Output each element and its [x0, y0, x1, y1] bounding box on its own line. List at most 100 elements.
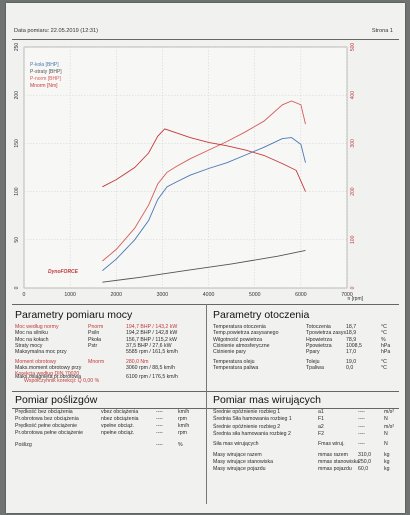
slip-label: Prędkość bez obciążenia: [15, 409, 73, 415]
ambient-symbol: Ppary: [306, 349, 320, 356]
x-tick-label: 6000: [295, 292, 307, 298]
correction-note: Korekcja według DIN 70020: [15, 371, 80, 377]
mass-value: 250,0: [358, 458, 371, 465]
param-value: 280,0 Nm: [126, 358, 149, 365]
y-left-tick-label: 100: [14, 187, 20, 196]
y-right-tick-label: 400: [350, 91, 356, 100]
mass-value: ----: [358, 409, 365, 415]
slip-value: ----: [156, 416, 163, 422]
slip-label: Poślizg: [15, 442, 32, 448]
y-right-tick-label: 0: [350, 286, 356, 289]
x-tick-label: 3000: [157, 292, 169, 298]
mass-unit: kg: [384, 458, 390, 465]
section-divider-1: [12, 304, 399, 305]
chart-plot-area: [23, 46, 348, 289]
ambient-value: 78,9: [346, 336, 357, 343]
y-left-tick-label: 200: [14, 91, 20, 100]
param-label: Moc według normy: [15, 324, 59, 330]
ambient-title: Parametry otoczenia: [213, 309, 310, 321]
param-symbol: Pkoła: [88, 336, 101, 343]
mass-value: ----: [358, 430, 365, 437]
y-right-tick-label: 500: [350, 43, 356, 52]
slip-unit: %: [178, 442, 183, 448]
mass-value: 60,0: [358, 466, 369, 473]
param-label: Maksymalna moc przy: [15, 349, 67, 356]
mass-title: Pomiar mas wirujących: [213, 394, 321, 406]
y-right-tick-label: 300: [350, 139, 356, 148]
slip-value: ----: [156, 409, 163, 415]
ambient-value: 18,9: [346, 330, 357, 337]
ambient-unit: °C: [381, 358, 387, 365]
y-left-tick-label: 150: [14, 139, 20, 148]
legend-entry: P-straty [BHP]: [30, 69, 62, 75]
mass-label: Masy wirujące stanowiska: [213, 458, 273, 465]
param-symbol: Psiln: [88, 330, 100, 337]
ambient-unit: °C: [381, 330, 387, 337]
series-line-3: [102, 100, 306, 262]
chart-grid: [23, 46, 348, 289]
slip-symbol: vpełne obciąż.: [101, 423, 135, 429]
x-tick-label: 1000: [64, 292, 76, 298]
series-line-2: [102, 249, 306, 283]
section-divider-3: [12, 408, 399, 409]
mass-unit: N: [384, 416, 388, 423]
header-divider: [12, 39, 399, 40]
param-value: 3060 rpm / 88,5 km/h: [126, 364, 176, 371]
measurement-date: Data pomiaru: 22.05.2019 (12:31): [14, 28, 98, 34]
ambient-value: 0,0: [346, 364, 354, 371]
ambient-unit: °C: [381, 364, 387, 371]
param-value: 194,7 BHP / 143,2 kW: [126, 324, 178, 330]
page-number: Strona 1: [371, 28, 393, 34]
correction-factor: Współczynnik korekcji: Q 0,00 %: [24, 378, 100, 384]
chart-series: [102, 100, 306, 283]
mass-label: Masy wirujące razem: [213, 451, 262, 458]
slip-unit: km/h: [178, 423, 190, 429]
report-sheet: Data pomiaru: 22.05.2019 (12:31) Strona …: [6, 3, 405, 513]
param-label: Straty mocy: [15, 342, 43, 349]
ambient-unit: hPa: [381, 349, 391, 356]
mass-symbol: mmas pojazdu: [318, 466, 352, 473]
ambient-value: 18,7: [346, 324, 357, 330]
y-left-tick-label: 250: [14, 43, 20, 52]
x-axis-unit: n [rpm]: [347, 296, 363, 302]
report-header: Data pomiaru: 22.05.2019 (12:31) Strona …: [6, 25, 405, 39]
ambient-label: Temperatura oleju: [213, 358, 255, 365]
x-tick-label: 7000: [341, 292, 353, 298]
y-left-tick-label: 0: [14, 286, 20, 289]
mass-symbol: F2: [318, 430, 325, 437]
mass-value: 310,0: [358, 451, 371, 458]
ambient-value: 19,0: [346, 358, 357, 365]
slip-value: ----: [156, 423, 163, 429]
mass-label: Średnia Siła hamowania rozbieg 1: [213, 416, 292, 423]
ambient-unit: °C: [381, 324, 387, 330]
mass-symbol: a2: [318, 423, 324, 430]
param-value: 6100 rpm / 176,5 km/h: [126, 374, 178, 381]
ambient-label: Ciśnienie pary: [213, 349, 246, 356]
series-line-1: [102, 137, 306, 271]
slip-value: ----: [156, 442, 163, 448]
legend-entry: Mnorm [Nm]: [30, 83, 58, 89]
mass-value: ----: [358, 441, 365, 448]
param-symbol: Pnorm: [88, 324, 104, 330]
slip-label: Pr.obrotowa bez obciążenia: [15, 416, 79, 422]
param-label: Moc na silniku: [15, 330, 48, 337]
legend-entry: P-norm [BHP]: [30, 76, 61, 82]
param-label: Moment obrotowy: [15, 358, 57, 365]
ambient-unit: %: [381, 336, 386, 343]
param-value: 194,2 BHP / 142,8 kW: [126, 330, 178, 337]
slip-unit: km/h: [178, 409, 190, 415]
section-divider-2: [12, 391, 399, 392]
ambient-symbol: Toleju: [306, 358, 320, 365]
param-label: Moc na kołach: [15, 336, 49, 343]
mass-unit: N: [384, 430, 388, 437]
mass-label: Średnie opóźnienie rozbieg 1: [213, 409, 281, 415]
ambient-label: Wilgotność powietrza: [213, 336, 263, 343]
chart-legend: P-koła [BHP]P-straty [BHP]P-norm [BHP]Mn…: [30, 62, 62, 89]
mass-value: ----: [358, 423, 365, 430]
mass-unit: kg: [384, 466, 390, 473]
slip-unit: rpm: [178, 430, 187, 436]
param-value: 5585 rpm / 161,5 km/h: [126, 349, 178, 356]
param-symbol: Mnorm: [88, 358, 105, 365]
mass-symbol: mmas stanowiska: [318, 458, 360, 465]
ambient-symbol: Hpowietrza: [306, 336, 332, 343]
